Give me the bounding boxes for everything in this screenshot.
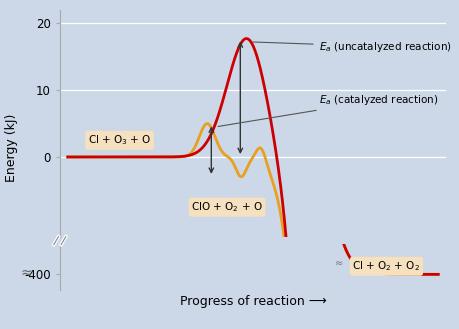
Text: $\mathit{E_a}$ (catalyzed reaction): $\mathit{E_a}$ (catalyzed reaction) <box>218 93 437 126</box>
Text: $\approx$: $\approx$ <box>18 265 33 278</box>
Text: Cl + O$_2$ + O$_2$: Cl + O$_2$ + O$_2$ <box>352 259 420 273</box>
X-axis label: Progress of reaction ⟶: Progress of reaction ⟶ <box>179 295 325 308</box>
Text: $\approx$: $\approx$ <box>332 257 343 267</box>
Text: $\mathit{E_a}$ (uncatalyzed reaction): $\mathit{E_a}$ (uncatalyzed reaction) <box>252 40 450 54</box>
Text: ClO + O$_2$ + O: ClO + O$_2$ + O <box>191 200 263 214</box>
Text: Energy (kJ): Energy (kJ) <box>5 114 18 182</box>
Text: Cl + O$_3$ + O: Cl + O$_3$ + O <box>88 133 151 147</box>
